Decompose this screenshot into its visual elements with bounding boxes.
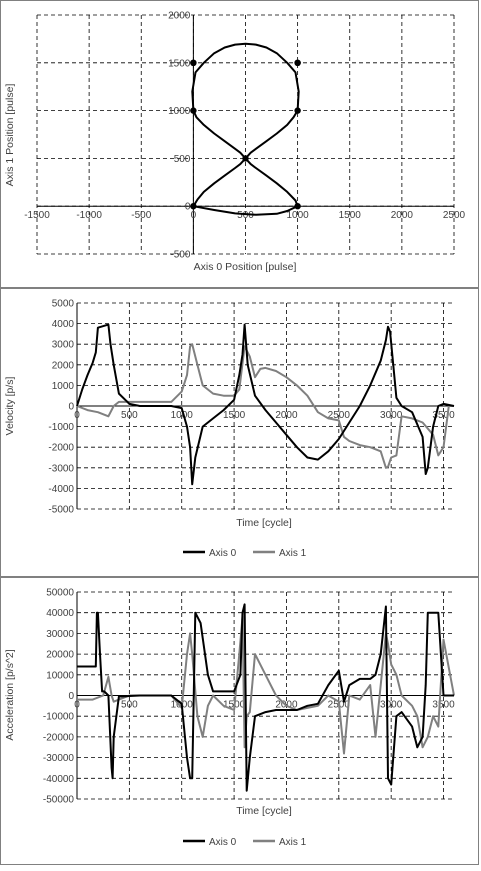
y-axis-title: Axis 1 Position [pulse] — [4, 84, 16, 187]
y-tick-label: 1500 — [168, 58, 191, 69]
x-tick-label: 3000 — [380, 700, 403, 711]
waypoint-marker — [190, 59, 197, 66]
legend-label: Axis 1 — [279, 548, 307, 559]
waypoint-marker — [242, 155, 249, 162]
y-tick-label: 1000 — [52, 381, 75, 392]
y-tick-label: 500 — [174, 154, 191, 165]
y-tick-label: 5000 — [52, 299, 75, 310]
legend: Axis 0 Axis 1 — [183, 548, 307, 559]
legend-label: Axis 0 — [209, 837, 237, 848]
y-tick-label: -40000 — [43, 774, 75, 785]
y-tick-label: -2000 — [48, 443, 74, 454]
chart-panel-position: -1500 -1000 -500 0 500 1000 1500 2000 2500 -500 0 5… — [0, 0, 479, 288]
x-tick-label: 3000 — [380, 410, 403, 421]
x-tick-label: 2000 — [275, 410, 298, 421]
y-tick-label: -10000 — [43, 712, 75, 723]
x-tick-label: 3500 — [432, 700, 455, 711]
legend-label: Axis 1 — [279, 837, 307, 848]
x-tick-label: 3500 — [432, 410, 455, 421]
x-tick-label: -500 — [131, 210, 151, 221]
waypoint-marker — [190, 203, 197, 210]
x-tick-label: 2500 — [443, 210, 466, 221]
x-tick-label: 2500 — [328, 410, 351, 421]
y-tick-label: 2000 — [52, 360, 75, 371]
chart-panel-velocity: 0 500 1000 1500 2000 2500 3000 3500 -5000 -4000 -3… — [0, 288, 479, 577]
y-tick-label: 50000 — [46, 588, 74, 599]
y-tick-label: -30000 — [43, 753, 75, 764]
legend: Axis 0 Axis 1 — [183, 837, 307, 848]
waypoint-marker — [294, 107, 301, 114]
y-tick-label: -4000 — [48, 484, 74, 495]
x-tick-label: -1500 — [24, 210, 50, 221]
series-line-axis-0 — [77, 603, 454, 792]
chart-panel-acceleration: 0 500 1000 1500 2000 2500 3000 3500 -50000 -40000… — [0, 577, 479, 865]
y-tick-label: 0 — [68, 402, 74, 413]
waypoint-marker — [294, 203, 301, 210]
y-tick-label: 30000 — [46, 629, 74, 640]
x-tick-label: 2000 — [391, 210, 414, 221]
x-tick-label: 500 — [237, 210, 254, 221]
series-line-trajectory — [191, 42, 300, 216]
y-tick-label: 1000 — [168, 106, 191, 117]
x-axis-title: Time [cycle] — [236, 805, 292, 817]
x-tick-label: 1500 — [223, 410, 246, 421]
y-tick-label: -5000 — [48, 505, 74, 516]
x-tick-label: -1000 — [76, 210, 102, 221]
position-chart: -1500 -1000 -500 0 500 1000 1500 2000 2500 -500 0 5… — [4, 11, 466, 274]
legend-label: Axis 0 — [209, 548, 237, 559]
x-tick-label: 0 — [74, 410, 80, 421]
y-tick-label: -3000 — [48, 463, 74, 474]
y-tick-label: 3000 — [52, 340, 75, 351]
velocity-chart: 0 500 1000 1500 2000 2500 3000 3500 -5000 -4000 -3… — [4, 299, 455, 560]
y-tick-label: 2000 — [168, 11, 191, 22]
x-tick-label: 1500 — [339, 210, 362, 221]
x-axis-title: Axis 0 Position [pulse] — [194, 261, 297, 273]
y-axis-title: Acceleration [p/s^2] — [4, 649, 16, 740]
x-tick-label: 0 — [191, 210, 197, 221]
waypoint-marker — [190, 107, 197, 114]
x-tick-label: 0 — [74, 700, 80, 711]
waypoint-marker — [294, 59, 301, 66]
y-tick-label: -1000 — [48, 422, 74, 433]
x-tick-label: 1000 — [287, 210, 310, 221]
y-tick-label: 40000 — [46, 608, 74, 619]
x-tick-label: 500 — [121, 700, 138, 711]
y-axis-title: Velocity [p/s] — [4, 376, 16, 435]
x-tick-label: 500 — [121, 410, 138, 421]
y-tick-label: -20000 — [43, 732, 75, 743]
y-tick-label: -50000 — [43, 795, 75, 806]
series-line-axis-1 — [76, 343, 454, 469]
series-line-axis-0 — [76, 323, 455, 486]
y-tick-label: 4000 — [52, 319, 75, 330]
x-tick-label: 1000 — [171, 410, 194, 421]
y-tick-label: 20000 — [46, 650, 74, 661]
series-line-axis-1 — [77, 615, 455, 755]
y-tick-label: 0 — [185, 202, 191, 213]
acceleration-chart: 0 500 1000 1500 2000 2500 3000 3500-50000-40000… — [4, 588, 455, 849]
y-tick-label: -500 — [170, 250, 190, 261]
y-tick-label: 10000 — [46, 670, 74, 681]
x-axis-title: Time [cycle] — [236, 517, 292, 529]
y-tick-label: 0 — [68, 691, 74, 702]
